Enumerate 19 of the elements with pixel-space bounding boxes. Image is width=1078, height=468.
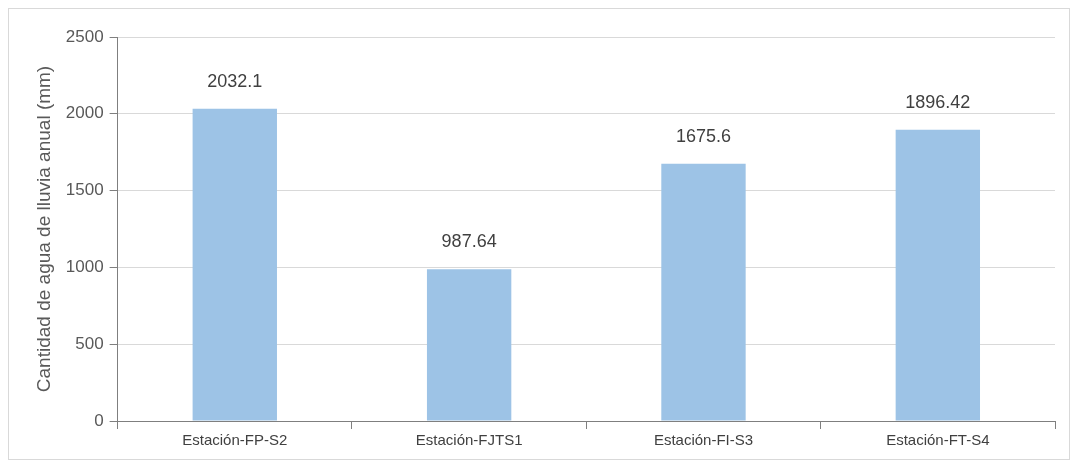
x-tick-label: Estación-FI-S3 [653, 431, 754, 449]
data-label: 1896.42 [905, 91, 971, 112]
y-tick-label: 1000 [65, 257, 104, 277]
data-label: 2032.1 [207, 70, 263, 91]
y-axis-title: Cantidad de agua de lluvia anual (mm) [32, 65, 54, 393]
y-tick-label: 500 [75, 333, 104, 353]
x-tick-label: Estación-FP-S2 [182, 431, 288, 449]
x-tick-label: Estación-FJTS1 [415, 431, 523, 449]
bar [895, 129, 981, 421]
bar [661, 163, 746, 421]
y-tick-label: 2000 [65, 103, 104, 123]
y-tick-label: 0 [94, 410, 104, 430]
data-label: 987.64 [441, 231, 497, 252]
data-label: 1675.6 [675, 125, 732, 146]
y-tick-label: 2500 [65, 26, 104, 46]
y-tick-label: 1500 [65, 180, 104, 200]
bar [192, 108, 277, 421]
x-tick-label: Estación-FT-S4 [886, 431, 990, 449]
bar [426, 269, 512, 421]
